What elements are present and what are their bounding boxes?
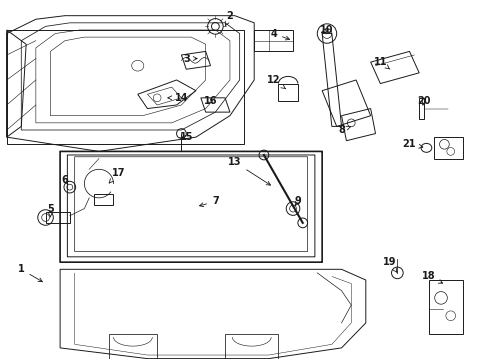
Text: 12: 12 xyxy=(266,75,285,89)
Text: 5: 5 xyxy=(47,203,54,217)
Text: 15: 15 xyxy=(179,132,193,142)
Text: 3: 3 xyxy=(183,54,197,64)
Text: 16: 16 xyxy=(203,96,217,107)
Text: 10: 10 xyxy=(320,25,333,35)
Text: 1: 1 xyxy=(18,264,42,282)
Text: 8: 8 xyxy=(337,125,350,135)
Text: 19: 19 xyxy=(383,257,396,273)
Text: 6: 6 xyxy=(61,175,68,185)
Text: 20: 20 xyxy=(416,96,430,107)
Text: 4: 4 xyxy=(270,28,289,40)
Text: 21: 21 xyxy=(402,139,422,149)
Text: 13: 13 xyxy=(227,157,270,185)
Text: 11: 11 xyxy=(373,57,389,69)
Text: 18: 18 xyxy=(421,271,442,283)
Text: 9: 9 xyxy=(294,197,301,206)
Text: 14: 14 xyxy=(167,93,188,103)
Text: 17: 17 xyxy=(109,168,125,183)
Text: 2: 2 xyxy=(225,11,233,26)
Text: 7: 7 xyxy=(199,197,218,207)
